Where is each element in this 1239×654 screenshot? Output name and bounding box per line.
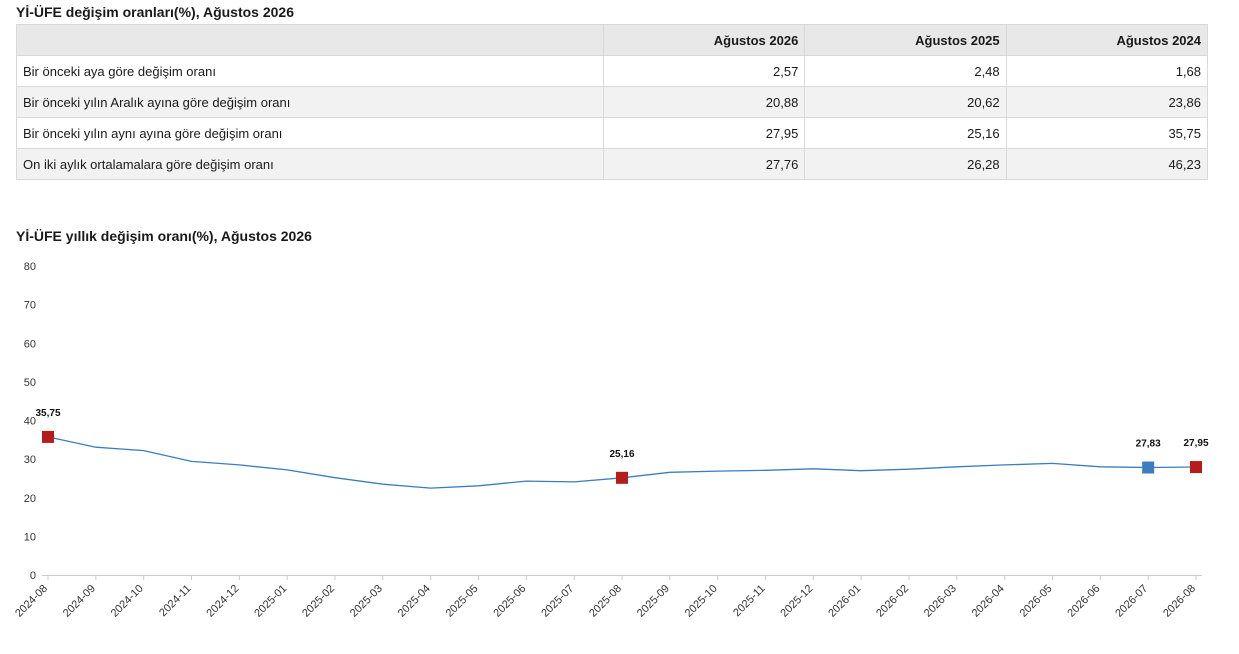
data-label: 27,95: [1183, 438, 1208, 449]
x-tick-label: 2025-11: [731, 583, 767, 619]
x-tick-label: 2026-06: [1065, 583, 1102, 620]
table-title: Yİ-ÜFE değişim oranları(%), Ağustos 2026: [16, 4, 294, 20]
x-tick-label: 2025-06: [491, 583, 528, 620]
table-header-cell: Ağustos 2025: [804, 24, 1007, 56]
x-tick-label: 2024-11: [157, 583, 193, 619]
x-tick-label: 2024-12: [204, 583, 241, 620]
table-cell: 2,48: [804, 55, 1007, 87]
data-point-marker: [1142, 461, 1155, 474]
table-cell: 1,68: [1005, 55, 1209, 87]
x-tick-label: 2026-02: [874, 583, 911, 620]
y-tick-label: 10: [24, 531, 36, 543]
row-label: Bir önceki yılın aynı ayına göre değişim…: [16, 117, 604, 149]
y-tick-label: 60: [24, 338, 36, 350]
data-label: 35,75: [35, 408, 60, 419]
table-cell: 26,28: [804, 148, 1007, 180]
y-tick-label: 80: [24, 261, 36, 273]
row-label: Bir önceki aya göre değişim oranı: [16, 55, 604, 87]
x-tick-label: 2026-08: [1161, 583, 1198, 620]
table-row: Bir önceki yılın aynı ayına göre değişim…: [16, 117, 1209, 149]
data-point-marker: [42, 430, 54, 443]
x-tick-label: 2025-09: [635, 583, 672, 620]
y-tick-label: 0: [30, 570, 36, 582]
line-chart: 0 10 20 30 40 50 60 70 80 2024-08 2024-09 2024-10 20…: [13, 261, 1209, 620]
data-label: 25,16: [609, 449, 634, 460]
table-header-cell: [16, 24, 604, 56]
table-header-cell: Ağustos 2024: [1005, 24, 1209, 56]
x-tick-label: 2026-05: [1018, 583, 1055, 620]
table-header-row: Ağustos 2026 Ağustos 2025 Ağustos 2024: [16, 24, 1209, 56]
x-tick-label: 2026-04: [970, 583, 1007, 620]
chart-title: Yİ-ÜFE yıllık değişim oranı(%), Ağustos …: [16, 228, 312, 244]
table-cell: 23,86: [1005, 86, 1209, 118]
x-tick-label: 2024-08: [13, 583, 50, 620]
x-tick-label: 2024-10: [109, 583, 146, 620]
x-tick-label: 2025-01: [252, 583, 289, 620]
table-cell: 25,16: [804, 117, 1007, 149]
table-header-cell: Ağustos 2026: [602, 24, 806, 56]
row-label: On iki aylık ortalamalara göre değişim o…: [16, 148, 604, 180]
x-tick-label: 2026-03: [922, 583, 959, 620]
table-row: Bir önceki yılın Aralık ayına göre değiş…: [16, 86, 1209, 118]
x-tick-label: 2025-03: [348, 583, 385, 620]
table-cell: 46,23: [1005, 148, 1209, 180]
y-tick-label: 30: [24, 454, 36, 466]
y-tick-label: 20: [24, 493, 36, 505]
x-tick-label: 2024-09: [61, 583, 98, 620]
y-tick-label: 40: [24, 416, 36, 428]
table-cell: 20,88: [602, 86, 806, 118]
table-row: On iki aylık ortalamalara göre değişim o…: [16, 148, 1209, 180]
table-row: Bir önceki aya göre değişim oranı 2,57 2…: [16, 55, 1209, 87]
x-tick-label: 2025-12: [778, 583, 815, 620]
x-tick-label: 2025-10: [683, 583, 720, 620]
table-cell: 35,75: [1005, 117, 1209, 149]
x-tick-label: 2025-05: [444, 583, 481, 620]
x-tick-label: 2026-07: [1113, 583, 1150, 620]
rates-table: Ağustos 2026 Ağustos 2025 Ağustos 2024 B…: [16, 24, 1209, 180]
data-label: 27,83: [1136, 439, 1161, 450]
x-tick-label: 2025-08: [587, 583, 624, 620]
x-tick-label: 2025-04: [396, 583, 433, 620]
x-tick-label: 2025-07: [539, 583, 576, 620]
x-tick-label: 2025-02: [300, 583, 337, 620]
table-cell: 20,62: [804, 86, 1007, 118]
table-cell: 27,76: [602, 148, 806, 180]
data-point-marker: [1190, 461, 1202, 474]
data-point-marker: [616, 471, 628, 484]
y-tick-label: 70: [24, 300, 36, 312]
y-tick-label: 50: [24, 377, 36, 389]
x-tick-label: 2026-01: [826, 583, 863, 620]
row-label: Bir önceki yılın Aralık ayına göre değiş…: [16, 86, 604, 118]
table-cell: 2,57: [602, 55, 806, 87]
table-cell: 27,95: [602, 117, 806, 149]
